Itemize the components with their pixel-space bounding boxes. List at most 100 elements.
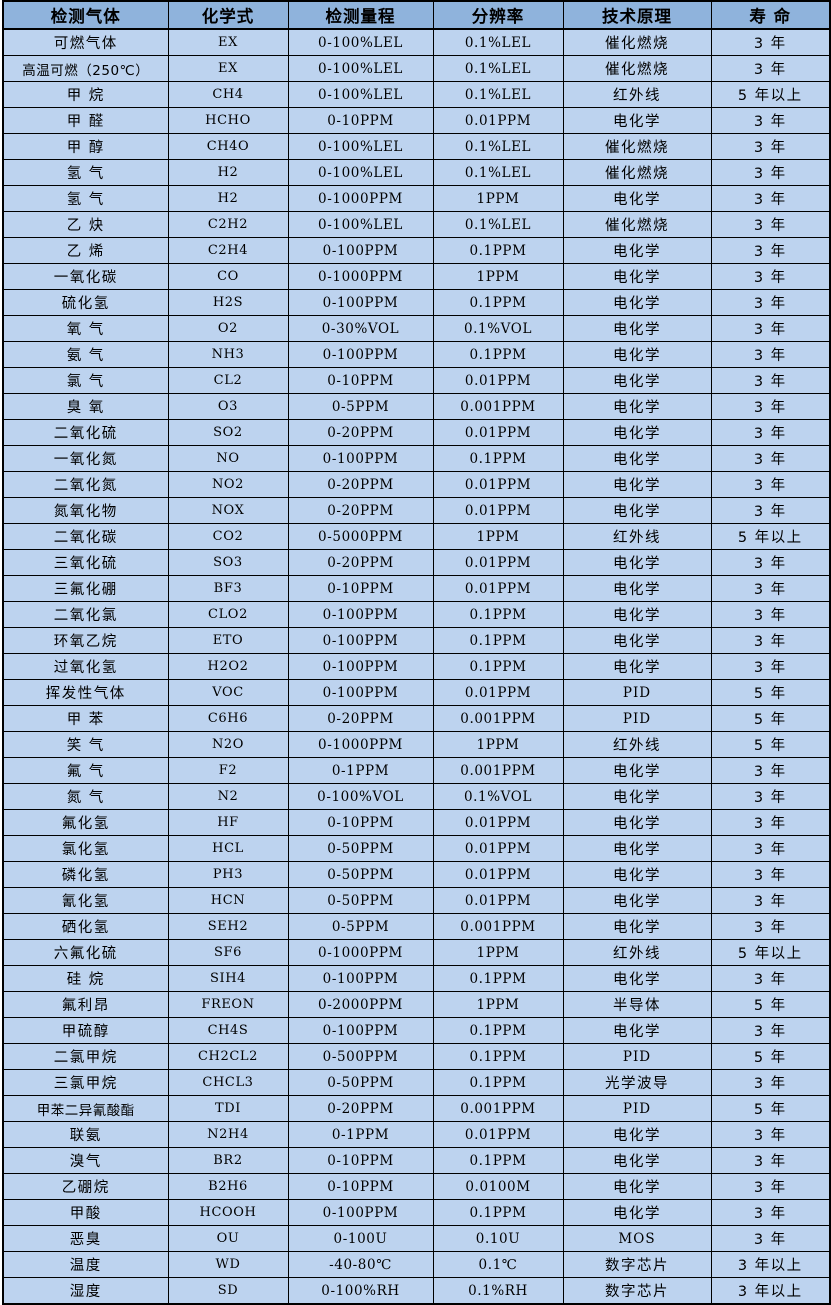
cell-res: 0.01PPM bbox=[432, 107, 564, 134]
cell-gas: 一氧化碳 bbox=[2, 263, 169, 290]
cell-range: 0-100%LEL bbox=[287, 159, 434, 186]
cell-life: 5 年以上 bbox=[710, 523, 831, 550]
cell-range: 0-100PPM bbox=[287, 237, 434, 264]
cell-gas: 硫化氢 bbox=[2, 289, 169, 316]
cell-tech: 电化学 bbox=[562, 861, 712, 888]
cell-formula: EX bbox=[167, 55, 289, 82]
cell-tech: 电化学 bbox=[562, 1199, 712, 1226]
cell-res: 0.1PPM bbox=[432, 1017, 564, 1044]
cell-res: 0.001PPM bbox=[432, 1095, 564, 1122]
table-row: 乙 烯 C2H4 0-100PPM 0.1PPM 电化学 3 年 bbox=[2, 237, 831, 264]
cell-life: 3 年 bbox=[710, 55, 831, 82]
cell-gas: 氟利昂 bbox=[2, 991, 169, 1018]
column-header-gas: 检测气体 bbox=[2, 0, 169, 30]
cell-formula: B2H6 bbox=[167, 1173, 289, 1200]
cell-formula: SO2 bbox=[167, 419, 289, 446]
cell-tech: 数字芯片 bbox=[562, 1277, 712, 1305]
cell-range: 0-10PPM bbox=[287, 367, 434, 394]
cell-gas: 恶臭 bbox=[2, 1225, 169, 1252]
cell-formula: BR2 bbox=[167, 1147, 289, 1174]
cell-formula: H2 bbox=[167, 159, 289, 186]
cell-tech: 半导体 bbox=[562, 991, 712, 1018]
cell-res: 0.01PPM bbox=[432, 549, 564, 576]
cell-tech: 电化学 bbox=[562, 809, 712, 836]
cell-tech: PID bbox=[562, 679, 712, 706]
cell-range: 0-100%LEL bbox=[287, 133, 434, 160]
cell-range: 0-1000PPM bbox=[287, 263, 434, 290]
cell-life: 3 年 bbox=[710, 367, 831, 394]
table-row: 笑 气 N2O 0-1000PPM 1PPM 红外线 5 年 bbox=[2, 731, 831, 758]
cell-tech: 电化学 bbox=[562, 1173, 712, 1200]
cell-res: 0.1PPM bbox=[432, 289, 564, 316]
cell-res: 0.1PPM bbox=[432, 601, 564, 628]
cell-tech: 电化学 bbox=[562, 783, 712, 810]
cell-tech: 电化学 bbox=[562, 497, 712, 524]
cell-tech: 电化学 bbox=[562, 887, 712, 914]
cell-range: 0-5PPM bbox=[287, 913, 434, 940]
cell-formula: SEH2 bbox=[167, 913, 289, 940]
cell-life: 3 年 bbox=[710, 393, 831, 420]
cell-formula: CO2 bbox=[167, 523, 289, 550]
cell-gas: 氨 气 bbox=[2, 341, 169, 368]
cell-formula: TDI bbox=[167, 1095, 289, 1122]
cell-tech: 电化学 bbox=[562, 757, 712, 784]
cell-res: 1PPM bbox=[432, 523, 564, 550]
table-row: 甲 醇 CH4O 0-100%LEL 0.1%LEL 催化燃烧 3 年 bbox=[2, 133, 831, 160]
cell-life: 3 年 bbox=[710, 601, 831, 628]
cell-life: 3 年 bbox=[710, 965, 831, 992]
cell-formula: F2 bbox=[167, 757, 289, 784]
cell-gas: 氮氧化物 bbox=[2, 497, 169, 524]
cell-range: 0-20PPM bbox=[287, 419, 434, 446]
cell-range: 0-1PPM bbox=[287, 1121, 434, 1148]
cell-gas: 高温可燃（250℃） bbox=[2, 55, 169, 82]
table-row: 甲 烷 CH4 0-100%LEL 0.1%LEL 红外线 5 年以上 bbox=[2, 81, 831, 108]
cell-range: 0-5PPM bbox=[287, 393, 434, 420]
cell-gas: 氯化氢 bbox=[2, 835, 169, 862]
cell-gas: 臭 氧 bbox=[2, 393, 169, 420]
cell-gas: 甲 苯 bbox=[2, 705, 169, 732]
cell-life: 3 年 bbox=[710, 1069, 831, 1096]
cell-tech: 电化学 bbox=[562, 627, 712, 654]
cell-res: 0.1PPM bbox=[432, 237, 564, 264]
cell-res: 0.1%LEL bbox=[432, 211, 564, 238]
cell-gas: 过氧化氢 bbox=[2, 653, 169, 680]
cell-formula: NH3 bbox=[167, 341, 289, 368]
cell-range: 0-10PPM bbox=[287, 575, 434, 602]
table-row: 六氟化硫 SF6 0-1000PPM 1PPM 红外线 5 年以上 bbox=[2, 939, 831, 966]
cell-formula: CLO2 bbox=[167, 601, 289, 628]
cell-range: 0-20PPM bbox=[287, 705, 434, 732]
cell-res: 0.001PPM bbox=[432, 757, 564, 784]
cell-range: 0-10PPM bbox=[287, 1173, 434, 1200]
cell-res: 0.1%LEL bbox=[432, 159, 564, 186]
cell-formula: C2H4 bbox=[167, 237, 289, 264]
cell-res: 1PPM bbox=[432, 263, 564, 290]
cell-range: -40-80℃ bbox=[287, 1251, 434, 1278]
cell-life: 3 年 bbox=[710, 341, 831, 368]
cell-res: 0.01PPM bbox=[432, 497, 564, 524]
cell-range: 0-100PPM bbox=[287, 601, 434, 628]
cell-gas: 氮 气 bbox=[2, 783, 169, 810]
cell-gas: 溴气 bbox=[2, 1147, 169, 1174]
cell-range: 0-30%VOL bbox=[287, 315, 434, 342]
cell-range: 0-100%LEL bbox=[287, 55, 434, 82]
cell-gas: 甲 烷 bbox=[2, 81, 169, 108]
table-row: 一氧化碳 CO 0-1000PPM 1PPM 电化学 3 年 bbox=[2, 263, 831, 290]
cell-range: 0-100U bbox=[287, 1225, 434, 1252]
cell-res: 0.01PPM bbox=[432, 861, 564, 888]
cell-formula: VOC bbox=[167, 679, 289, 706]
cell-life: 3 年 bbox=[710, 471, 831, 498]
table-row: 二氧化碳 CO2 0-5000PPM 1PPM 红外线 5 年以上 bbox=[2, 523, 831, 550]
cell-life: 5 年 bbox=[710, 1043, 831, 1070]
table-row: 氧 气 O2 0-30%VOL 0.1%VOL 电化学 3 年 bbox=[2, 315, 831, 342]
cell-gas: 笑 气 bbox=[2, 731, 169, 758]
table-row: 温度 WD -40-80℃ 0.1℃ 数字芯片 3 年以上 bbox=[2, 1251, 831, 1278]
cell-gas: 二氧化氮 bbox=[2, 471, 169, 498]
cell-res: 0.01PPM bbox=[432, 367, 564, 394]
cell-life: 3 年 bbox=[710, 653, 831, 680]
cell-tech: 红外线 bbox=[562, 523, 712, 550]
cell-tech: 电化学 bbox=[562, 549, 712, 576]
cell-formula: SD bbox=[167, 1277, 289, 1305]
cell-life: 3 年 bbox=[710, 549, 831, 576]
cell-range: 0-10PPM bbox=[287, 107, 434, 134]
table-row: 氢 气 H2 0-100%LEL 0.1%LEL 催化燃烧 3 年 bbox=[2, 159, 831, 186]
